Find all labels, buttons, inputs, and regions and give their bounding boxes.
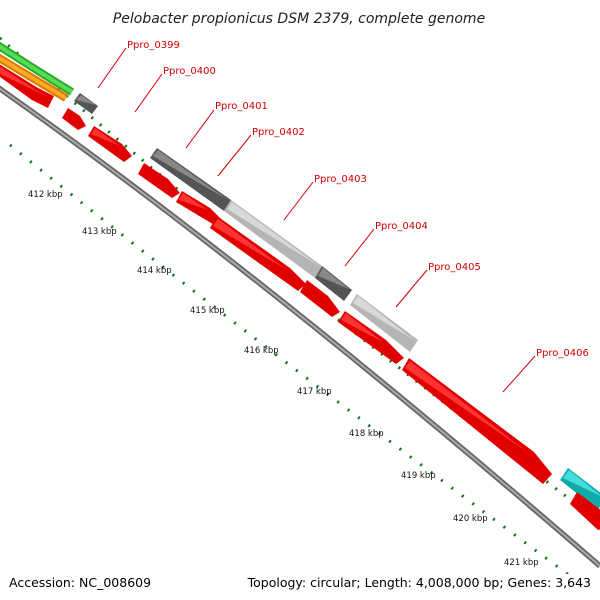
gene-arrow-ppro-0404[interactable] <box>315 266 352 301</box>
gene-label-ppro-0406[interactable]: Ppro_0406 <box>536 348 589 359</box>
tick-label: 419 kbp <box>401 471 436 481</box>
map-title: Pelobacter propionicus DSM 2379, complet… <box>113 11 485 27</box>
tick-label: 414 kbp <box>137 266 172 276</box>
gene-arrow-ppro-0405[interactable] <box>350 294 418 352</box>
tick-label: 421 kbp <box>504 558 539 568</box>
gene-label-ppro-0401[interactable]: Ppro_0401 <box>215 101 268 112</box>
tick-label: 420 kbp <box>453 514 488 524</box>
cds-arrow-6[interactable] <box>210 216 306 291</box>
gene-label-ppro-0399[interactable]: Ppro_0399 <box>127 40 180 51</box>
gene-label-ppro-0405[interactable]: Ppro_0405 <box>428 262 481 273</box>
cds-arrow-7[interactable] <box>300 280 340 317</box>
tick-label: 416 kbp <box>244 346 279 356</box>
cds-arrow-4[interactable] <box>138 163 180 198</box>
gene-label-ppro-0402[interactable]: Ppro_0402 <box>252 127 305 138</box>
accession-text: Accession: NC_008609 <box>9 575 151 590</box>
gene-label-ppro-0400[interactable]: Ppro_0400 <box>163 66 216 77</box>
cds-arrow-9[interactable] <box>402 358 552 484</box>
cds-arrow-1[interactable] <box>0 62 54 108</box>
cds-arrow-8[interactable] <box>338 311 404 364</box>
genome-summary-text: Topology: circular; Length: 4,008,000 bp… <box>247 575 591 590</box>
gene-label-ppro-0404[interactable]: Ppro_0404 <box>375 221 428 232</box>
cds-arrow-5[interactable] <box>176 191 224 226</box>
gene-label-leaders <box>97 47 536 393</box>
tick-label: 413 kbp <box>82 227 117 237</box>
tick-label: 415 kbp <box>190 306 225 316</box>
genome-backbone <box>0 85 600 569</box>
gene-label-ppro-0403[interactable]: Ppro_0403 <box>314 174 367 185</box>
tick-label: 412 kbp <box>28 190 63 200</box>
cds-arrow-10[interactable] <box>570 492 600 530</box>
cds-arrow-3[interactable] <box>88 126 132 162</box>
tick-label: 418 kbp <box>349 429 384 439</box>
gene-arrow-ppro-0403[interactable] <box>224 200 322 278</box>
gene-arrow-ppro-0402[interactable] <box>150 148 231 211</box>
tick-label: 417 kbp <box>297 387 332 397</box>
gene-arrow-ppro-0399[interactable] <box>74 93 98 114</box>
cds-arrow-2[interactable] <box>62 108 86 130</box>
cyan-feature[interactable] <box>560 468 600 510</box>
inner-tick-ring <box>9 143 571 574</box>
